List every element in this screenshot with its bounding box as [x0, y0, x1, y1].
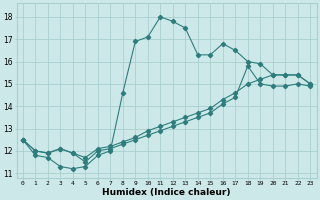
- X-axis label: Humidex (Indice chaleur): Humidex (Indice chaleur): [102, 188, 231, 197]
